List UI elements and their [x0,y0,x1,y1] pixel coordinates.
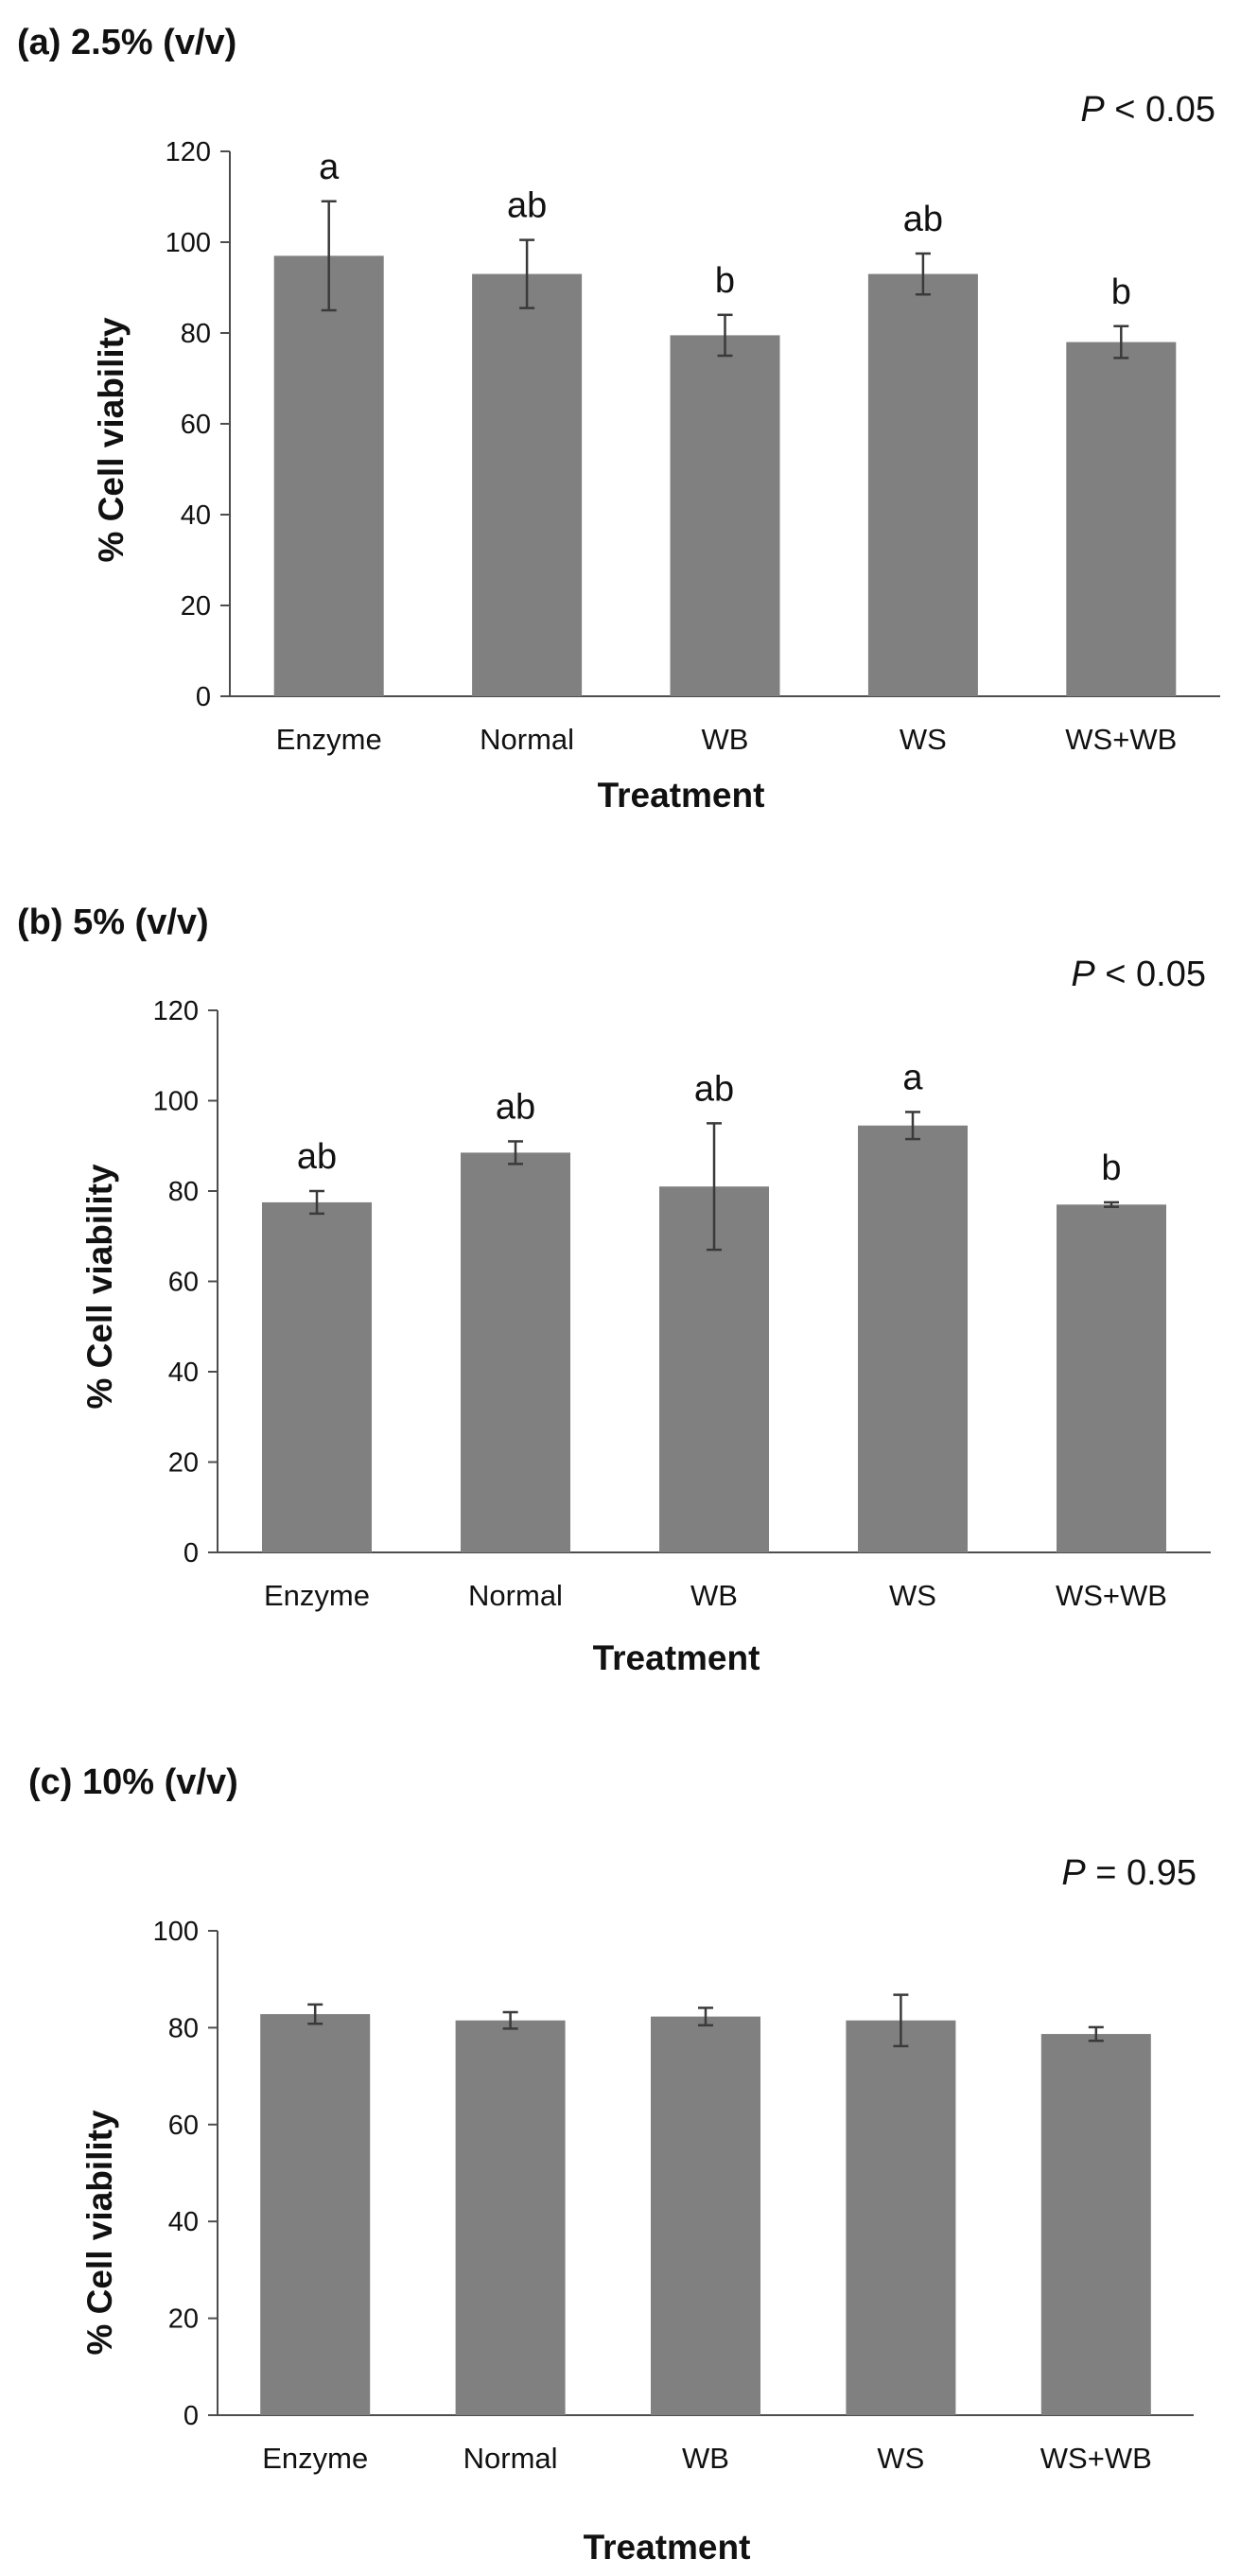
x-axis-label: Treatment [598,776,765,815]
significance-letter: a [319,148,340,187]
y-tick-label: 80 [168,2013,199,2043]
bar-enzyme [260,2014,371,2415]
x-tick-label: WB [682,2442,729,2475]
significance-letter: b [715,261,735,301]
bar-normal [461,1152,570,1552]
y-tick-label: 120 [166,137,211,167]
x-tick-label: Enzyme [262,2442,368,2475]
chart-title: (b) 5% (v/v) [17,902,209,942]
p-value-text: < 0.05 [1105,90,1215,130]
x-tick-label: Normal [463,2442,558,2475]
x-tick-label: WS+WB [1065,723,1177,756]
x-tick-label: Enzyme [276,723,382,756]
y-tick-label: 60 [168,1268,199,1298]
chart-marks: 0 20 40 60 80 100 120 Enzyme a Normal ab WB b WS ab WS+… [166,137,1220,756]
bar-enzyme [273,255,384,696]
y-tick-label: 20 [168,2304,199,2335]
bar-ws-plus-wb [1066,342,1177,696]
y-tick-label: 0 [183,1538,199,1568]
y-tick-label: 20 [168,1448,199,1479]
significance-letter: ab [903,200,943,239]
bar-normal [472,273,583,696]
p-value-symbol: P [1061,1853,1086,1893]
x-tick-label: WS [877,2442,924,2475]
significance-letter: a [902,1058,923,1097]
y-tick-label: 40 [168,1358,199,1388]
bar-enzyme [262,1201,372,1552]
x-axis-label: Treatment [584,2528,751,2567]
bar-chart-a: (a) 2.5% (v/v) P < 0.05 % Cell viability… [17,23,1220,815]
y-tick-label: 120 [153,996,199,1026]
x-tick-label: WS+WB [1056,1579,1167,1612]
significance-letter: ab [496,1087,535,1127]
x-tick-label: Enzyme [264,1579,370,1612]
chart-marks: 0 20 40 60 80 100 120 Enzyme ab Normal ab WB ab WS a WS… [153,996,1211,1612]
chart-panel-b: (b) 5% (v/v) P < 0.05 % Cell viability T… [0,851,1258,1703]
bar-ws [858,1125,968,1552]
y-tick-label: 60 [181,410,211,440]
p-value-text: = 0.95 [1086,1853,1197,1893]
y-tick-label: 100 [153,1087,199,1117]
y-tick-label: 40 [168,2207,199,2237]
chart-panel-c: (c) 10% (v/v) P = 0.95 % Cell viability … [0,1703,1258,2576]
significance-letter: ab [507,186,547,226]
y-axis-label: % Cell viability [80,1164,119,1410]
chart-marks: 0 20 40 60 80 100 Enzyme Normal WB WS WS+WB [153,1917,1194,2475]
significance-letter: ab [297,1137,337,1177]
p-value-label: P < 0.05 [1080,90,1215,130]
x-tick-label: WS+WB [1040,2442,1152,2475]
x-tick-label: WS [900,723,947,756]
y-tick-label: 80 [168,1177,199,1207]
y-tick-label: 40 [181,500,211,531]
y-tick-label: 80 [181,319,211,349]
y-tick-label: 0 [183,2401,199,2431]
x-tick-label: WS [889,1579,936,1612]
p-value-label: P = 0.95 [1061,1853,1197,1893]
chart-panel-a: (a) 2.5% (v/v) P < 0.05 % Cell viability… [0,0,1258,851]
bar-ws [846,2020,956,2415]
bar-ws-plus-wb [1057,1204,1166,1552]
bar-wb [651,2016,760,2415]
bar-chart-c: (c) 10% (v/v) P = 0.95 % Cell viability … [28,1762,1197,2567]
y-tick-label: 20 [181,591,211,622]
x-tick-label: WB [690,1579,738,1612]
chart-title: (c) 10% (v/v) [28,1762,238,1802]
x-tick-label: Normal [468,1579,563,1612]
y-tick-label: 100 [166,228,211,258]
p-value-label: P < 0.05 [1071,955,1206,994]
x-tick-label: Normal [480,723,574,756]
y-tick-label: 100 [153,1917,199,1947]
y-axis-label: % Cell viability [92,317,131,563]
bar-wb [670,335,780,696]
significance-letter: b [1111,272,1131,312]
y-tick-label: 60 [168,2111,199,2141]
significance-letter: b [1101,1148,1121,1188]
chart-title: (a) 2.5% (v/v) [17,23,236,62]
x-axis-label: Treatment [593,1638,760,1677]
bar-ws [867,273,978,696]
p-value-symbol: P [1071,955,1095,994]
y-axis-label: % Cell viability [80,2110,119,2356]
x-tick-label: WB [702,723,749,756]
bar-normal [455,2020,566,2415]
p-value-text: < 0.05 [1095,955,1206,994]
bar-ws-plus-wb [1040,2034,1151,2415]
y-tick-label: 0 [196,682,211,712]
p-value-symbol: P [1080,90,1105,130]
bar-chart-b: (b) 5% (v/v) P < 0.05 % Cell viability T… [17,902,1211,1677]
significance-letter: ab [694,1069,734,1109]
